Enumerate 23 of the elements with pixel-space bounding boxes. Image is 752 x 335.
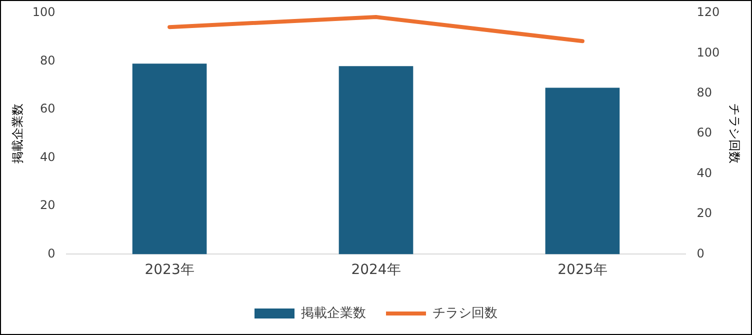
bar: [545, 88, 620, 254]
y2-tick-label: 100: [696, 45, 720, 60]
y2-tick-label: 40: [696, 166, 712, 180]
y2-axis-title: チラシ回数: [728, 104, 742, 164]
y2-tick-label: 80: [696, 86, 712, 100]
y2-tick-label: 0: [696, 246, 704, 260]
y-tick-label: 100: [32, 5, 56, 20]
bar: [132, 64, 207, 254]
y-tick-label: 80: [40, 53, 56, 68]
x-tick-label: 2023年: [144, 262, 194, 278]
y-tick-label: 40: [40, 150, 56, 164]
y-tick-label: 60: [40, 102, 56, 116]
y2-tick-label: 60: [696, 126, 712, 140]
legend-label: 掲載企業数: [301, 306, 366, 321]
x-tick-label: 2025年: [558, 262, 608, 278]
y-tick-label: 0: [48, 246, 56, 260]
x-tick-label: 2024年: [351, 262, 401, 278]
y2-tick-label: 20: [696, 206, 712, 220]
bar: [338, 66, 414, 254]
y-tick-label: 20: [40, 198, 56, 212]
y-axis-title: 掲載企業数: [10, 104, 24, 164]
y2-tick-label: 120: [696, 5, 720, 20]
legend-label: チラシ回数: [432, 306, 498, 321]
